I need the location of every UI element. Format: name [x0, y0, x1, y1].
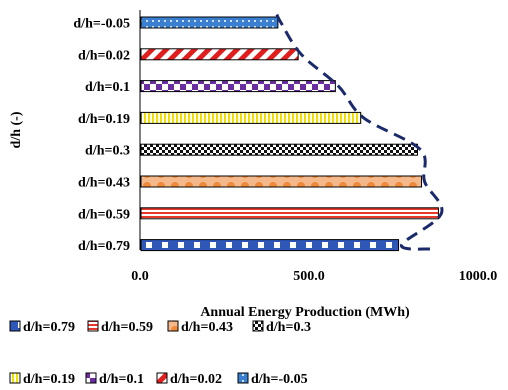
x-tick-label: 0.0: [131, 269, 149, 284]
legend-label: d/h=0.43: [181, 320, 233, 335]
bar-d-h-0-3: [140, 143, 418, 156]
bar-d-h-0-43: [140, 175, 423, 188]
legend-label: d/h=0.1: [99, 372, 144, 387]
legend-label: d/h=0.3: [266, 320, 311, 335]
legend-swatch: [87, 320, 99, 332]
y-tick-label: d/h=0.43: [78, 176, 130, 191]
legend-swatch: [237, 372, 249, 384]
bar-d-h-0-19: [140, 111, 362, 124]
legend-swatch: [252, 320, 264, 332]
legend-swatch: [9, 372, 21, 384]
legend-swatch: [85, 372, 97, 384]
legend-label: d/h=0.79: [23, 320, 75, 335]
y-tick-label: d/h=0.19: [78, 112, 130, 127]
legend-swatch: [167, 320, 179, 332]
y-tick-label: d/h=0.59: [78, 207, 130, 222]
y-tick-label: d/h=0.1: [85, 80, 130, 95]
y-tick-label: d/h=-0.05: [73, 17, 130, 32]
x-axis-title: Annual Energy Production (MWh): [200, 305, 410, 320]
y-tick-label: d/h=0.02: [78, 48, 130, 63]
bar-d-h-0-02: [140, 48, 299, 61]
envelope-curve: [275, 13, 444, 251]
bar-d-h-0-59: [140, 207, 439, 220]
legend-label: d/h=-0.05: [251, 372, 308, 387]
legend-label: d/h=0.59: [101, 320, 153, 335]
x-tick-label: 1000.0: [459, 269, 498, 284]
bar-d-h-0-05: [140, 16, 279, 29]
bar-d-h-0-79: [140, 239, 400, 252]
legend-label: d/h=0.02: [170, 372, 222, 387]
bar-d-h-0-1: [140, 80, 336, 93]
legend-swatch: [9, 320, 21, 332]
x-tick-label: 500.0: [293, 269, 325, 284]
y-tick-label: d/h=0.79: [78, 239, 130, 254]
y-axis-title: d/h (-): [9, 111, 24, 148]
legend-swatch: [156, 372, 168, 384]
legend-label: d/h=0.19: [23, 372, 75, 387]
y-tick-label: d/h=0.3: [85, 144, 130, 159]
